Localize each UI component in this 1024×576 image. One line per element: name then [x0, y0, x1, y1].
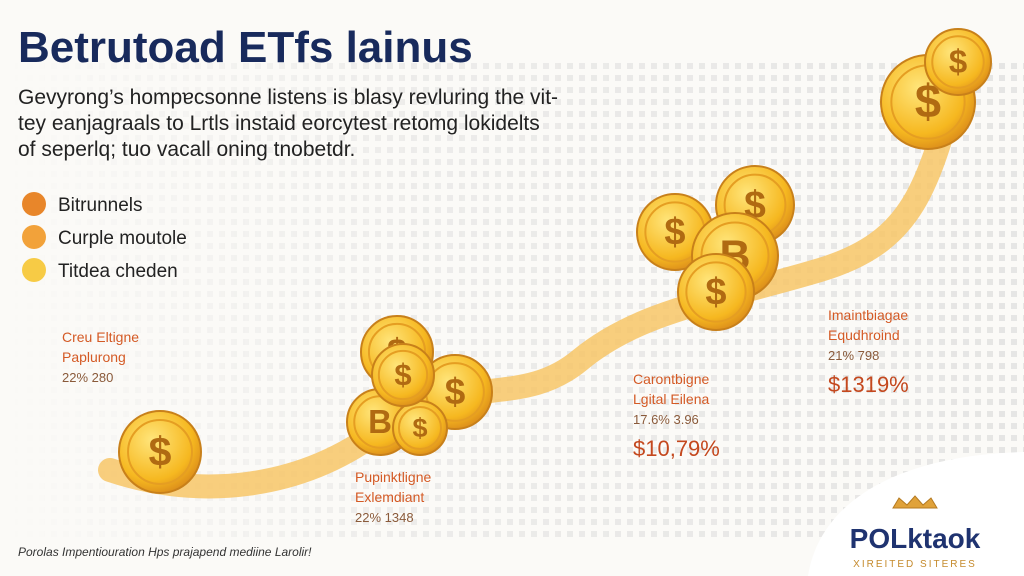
annotation-line: 21% 798	[828, 348, 879, 363]
annotation-line: Imaintbiagae	[828, 307, 908, 323]
annotation-line: Paplurong	[62, 349, 126, 365]
coin-symbol: $	[949, 43, 967, 80]
annotation-value: $10,79%	[633, 436, 720, 461]
annotation-line: Lgital Eilena	[633, 391, 709, 407]
coin-symbol: $	[445, 371, 466, 412]
coin-rim	[931, 35, 985, 89]
coin-rim	[397, 405, 443, 451]
annotation-line: Carontbigne	[633, 371, 709, 387]
legend-swatch	[22, 225, 46, 249]
footer: Porolas Impentiouration Hps prajapend me…	[18, 545, 312, 559]
coins: $$$B$$$$B$$$	[118, 28, 992, 494]
coin	[371, 343, 435, 407]
coin-symbol: $	[705, 272, 726, 314]
coin-rim	[685, 261, 747, 323]
coin-rim	[377, 349, 429, 401]
coin-symbol: $	[412, 413, 427, 443]
logo-name: POLktaok	[850, 523, 981, 554]
legend-label: Bitrunnels	[58, 195, 143, 216]
annotation-line: Creu Eltigne	[62, 329, 139, 345]
logo-tagline: XIREITED SITERES	[853, 559, 977, 570]
coin-symbol: $	[149, 429, 172, 475]
subtitle-line: Gevyrong’s hompɐcsonne listens is blasy …	[18, 86, 558, 109]
logo-badge	[808, 452, 1024, 576]
coin-symbol: B	[368, 403, 392, 440]
legend-label: Titdea cheden	[58, 261, 178, 282]
coin	[924, 28, 992, 96]
trend-curve	[98, 38, 977, 499]
annotation-value: $1319%	[828, 372, 909, 397]
coin-rim	[127, 419, 193, 485]
annotation-line: Equdhroind	[828, 327, 900, 343]
annotation-line: Exlemdiant	[355, 489, 424, 505]
legend-swatch	[22, 258, 46, 282]
title: Betrutoad ETfs lainus	[18, 23, 473, 72]
logo-crown	[892, 495, 938, 509]
annotation-line: 22% 280	[62, 370, 113, 385]
coin	[677, 253, 755, 331]
legend: Bitrunnels Curple moutole Titdea cheden	[22, 192, 187, 282]
annotations: Creu Eltigne Paplurong 22% 280 Pupinktligne…	[62, 307, 909, 525]
legend-label: Curple moutole	[58, 228, 187, 249]
annotation-line: 17.6% 3.96	[633, 412, 699, 427]
legend-swatch	[22, 192, 46, 216]
coin	[118, 410, 202, 494]
subtitle-line: of seperlq; tuo vacall oning tnobetdr.	[18, 138, 355, 161]
coin-symbol: $	[394, 357, 411, 392]
annotation-line: 22% 1348	[355, 510, 414, 525]
subtitle: Gevyrong’s hompɐcsonne listens is blasy …	[18, 86, 558, 161]
coin-symbol: $	[664, 212, 685, 254]
subtitle-line: tey eanjagraals to Lrtls instaid eorcyte…	[18, 112, 540, 135]
annotation-line: Pupinktligne	[355, 469, 431, 485]
